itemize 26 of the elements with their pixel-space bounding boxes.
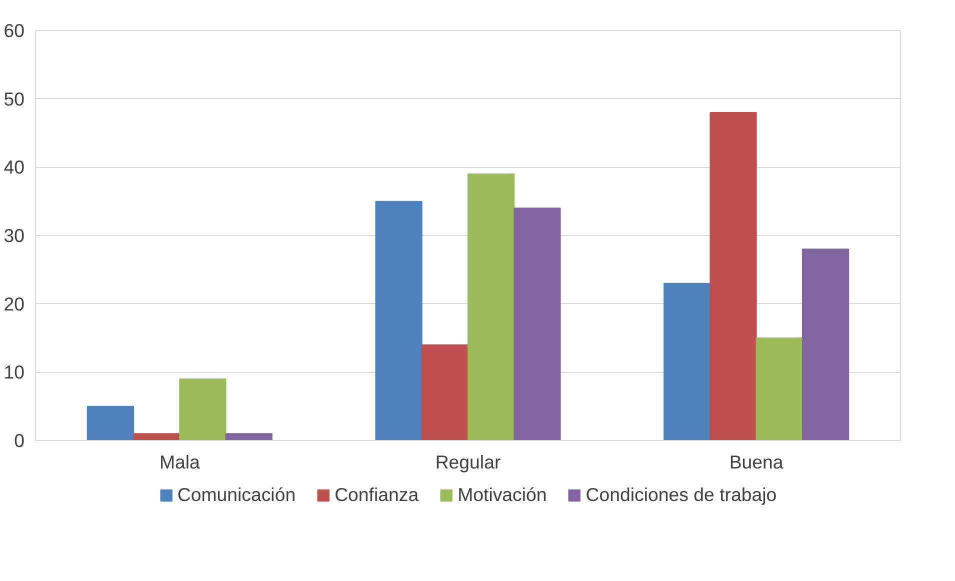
- bar: [421, 344, 468, 440]
- x-tick-label: Mala: [159, 452, 201, 472]
- y-tick-label: 30: [4, 225, 25, 246]
- bar: [514, 208, 561, 440]
- legend-label: Confianza: [334, 484, 419, 506]
- y-tick-label: 50: [4, 88, 25, 110]
- y-tick-label: 20: [4, 293, 25, 314]
- bar: [375, 200, 422, 440]
- bar: [756, 338, 803, 440]
- bar: [802, 248, 850, 440]
- legend-label: Condiciones de trabajo: [586, 484, 777, 506]
- y-tick-label: 10: [4, 362, 25, 383]
- y-tick-label: 40: [4, 156, 25, 178]
- bar: [664, 282, 711, 440]
- bar: [468, 174, 515, 440]
- bar: [86, 406, 134, 440]
- bar: [225, 433, 272, 440]
- legend-label: Motivación: [458, 484, 547, 506]
- bar: [710, 112, 757, 440]
- bar: [179, 378, 226, 440]
- bar: [133, 433, 180, 440]
- x-tick-label: Buena: [729, 452, 784, 472]
- x-tick-label: Regular: [435, 452, 501, 472]
- legend-label: Comunicación: [177, 484, 296, 506]
- y-tick-label: 60: [4, 20, 25, 41]
- y-tick-label: 0: [14, 430, 25, 451]
